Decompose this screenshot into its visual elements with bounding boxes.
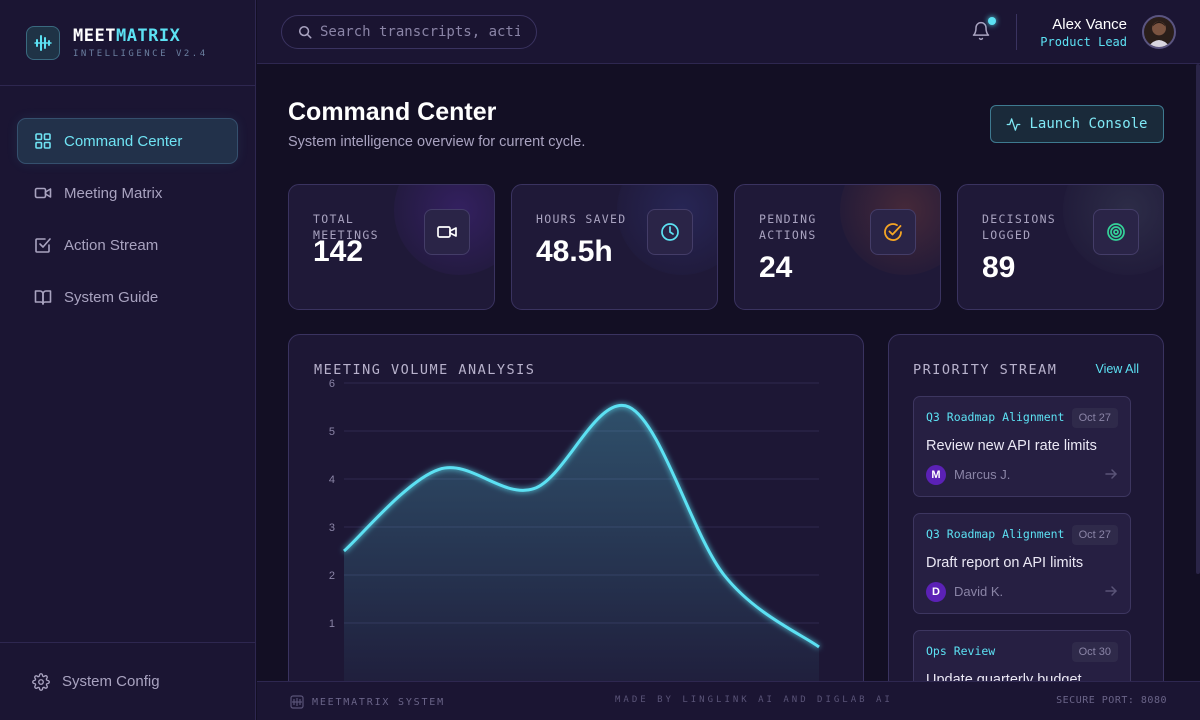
task-date: Oct 27 xyxy=(1071,408,1118,428)
y-tick-label: 4 xyxy=(329,474,335,486)
video-icon xyxy=(424,209,470,255)
chart-title: MEETING VOLUME ANALYSIS xyxy=(314,362,536,378)
task-tag: Ops Review xyxy=(926,644,996,658)
brand-subtitle: INTELLIGENCE V2.4 xyxy=(73,49,208,59)
stat-card-pending-actions: PENDING ACTIONS 24 xyxy=(734,184,941,310)
chart-area xyxy=(344,405,819,703)
stat-label: HOURS SAVED xyxy=(536,212,627,226)
brand[interactable]: MEETMATRIX INTELLIGENCE V2.4 xyxy=(0,0,255,86)
stat-card-hours-saved: HOURS SAVED 48.5h xyxy=(511,184,718,310)
divider xyxy=(1016,14,1017,50)
view-all-link[interactable]: View All xyxy=(1095,362,1139,376)
page-subtitle: System intelligence overview for current… xyxy=(288,134,586,150)
sidebar-item-action-stream[interactable]: Action Stream xyxy=(17,222,238,268)
brand-mini-icon xyxy=(290,695,304,709)
launch-console-label: Launch Console xyxy=(1029,116,1148,132)
clock-icon xyxy=(647,209,693,255)
activity-icon xyxy=(1007,117,1021,131)
target-icon xyxy=(1093,209,1139,255)
task-card[interactable]: Q3 Roadmap Alignment Oct 27 Review new A… xyxy=(913,396,1131,497)
footer-credits: MADE BY LINGLINK AI AND DIGLAB AI xyxy=(615,695,893,705)
scrollbar[interactable] xyxy=(1196,64,1200,574)
y-tick-label: 2 xyxy=(329,570,335,582)
sidebar-item-system-guide[interactable]: System Guide xyxy=(17,274,238,320)
meeting-volume-chart-card: MEETING VOLUME ANALYSIS 1 2 3 4 5 6 xyxy=(288,334,864,704)
footer-bar: MEETMATRIX SYSTEM MADE BY LINGLINK AI AN… xyxy=(257,681,1200,720)
stat-value: 142 xyxy=(313,235,364,268)
gear-icon xyxy=(32,672,50,691)
notification-dot xyxy=(988,17,996,25)
topbar: Alex Vance Product Lead xyxy=(257,0,1200,64)
priority-stream-title: PRIORITY STREAM xyxy=(913,362,1058,378)
stat-label: PENDING ACTIONS xyxy=(759,212,817,242)
assignee-name: David K. xyxy=(954,584,1004,599)
checkbox-icon xyxy=(35,238,51,253)
task-text: Draft report on API limits xyxy=(926,555,1084,571)
arrow-right-icon[interactable] xyxy=(1104,584,1118,598)
search-input[interactable] xyxy=(320,24,520,40)
priority-stream-card: PRIORITY STREAM View All Q3 Roadmap Alig… xyxy=(888,334,1164,704)
brand-name-part1: MEET xyxy=(73,26,116,46)
system-config-link[interactable]: System Config xyxy=(0,642,256,720)
search-icon xyxy=(298,25,312,39)
assignee-avatar: M xyxy=(926,465,946,485)
grid-icon xyxy=(35,133,51,149)
meeting-volume-chart: 1 2 3 4 5 6 xyxy=(329,378,820,703)
task-card[interactable]: Q3 Roadmap Alignment Oct 27 Draft report… xyxy=(913,513,1131,614)
assignee-avatar: D xyxy=(926,582,946,602)
assignee-name: Marcus J. xyxy=(954,467,1011,482)
book-icon xyxy=(34,290,52,305)
sidebar-item-command-center[interactable]: Command Center xyxy=(17,118,238,164)
sidebar-item-label: Command Center xyxy=(64,132,183,150)
footer-left-text: MEETMATRIX SYSTEM xyxy=(312,696,445,708)
user-role: Product Lead xyxy=(1040,35,1127,49)
y-tick-label: 5 xyxy=(329,426,335,438)
task-tag: Q3 Roadmap Alignment xyxy=(926,410,1065,424)
search-box[interactable] xyxy=(281,15,537,49)
main-content: Command Center System intelligence overv… xyxy=(257,64,1200,704)
stat-value: 24 xyxy=(759,251,793,284)
stat-card-decisions-logged: DECISIONS LOGGED 89 xyxy=(957,184,1164,310)
brand-name: MEETMATRIX xyxy=(73,26,208,46)
chart-line xyxy=(343,403,820,649)
task-text: Review new API rate limits xyxy=(926,438,1097,454)
brand-logo-icon xyxy=(26,25,60,60)
sidebar-item-label: Meeting Matrix xyxy=(64,184,163,202)
task-date: Oct 30 xyxy=(1071,642,1118,662)
sidebar-item-meeting-matrix[interactable]: Meeting Matrix xyxy=(17,170,238,216)
user-name: Alex Vance xyxy=(1052,16,1127,33)
stat-label: TOTAL MEETINGS xyxy=(313,212,379,242)
task-tag: Q3 Roadmap Alignment xyxy=(926,527,1065,541)
stat-card-total-meetings: TOTAL MEETINGS 142 xyxy=(288,184,495,310)
sidebar-nav: Command Center Meeting Matrix Action Str… xyxy=(0,86,255,320)
arrow-right-icon[interactable] xyxy=(1104,467,1118,481)
footer-port: SECURE PORT: 8080 xyxy=(1056,695,1167,706)
y-tick-label: 1 xyxy=(329,618,335,630)
sidebar-item-label: Action Stream xyxy=(64,236,159,254)
bell-icon[interactable] xyxy=(971,21,991,41)
brand-name-part2: MATRIX xyxy=(115,26,181,46)
footer-left: MEETMATRIX SYSTEM xyxy=(290,695,445,709)
check-circle-icon xyxy=(870,209,916,255)
stat-value: 48.5h xyxy=(536,235,613,268)
launch-console-button[interactable]: Launch Console xyxy=(990,105,1164,143)
y-tick-label: 3 xyxy=(329,522,335,534)
system-config-label: System Config xyxy=(62,673,160,690)
task-date: Oct 27 xyxy=(1071,525,1118,545)
sidebar-item-label: System Guide xyxy=(64,288,159,306)
y-tick-label: 6 xyxy=(329,378,335,390)
stat-label: DECISIONS LOGGED xyxy=(982,212,1057,242)
video-icon xyxy=(34,187,52,199)
page-title: Command Center xyxy=(288,98,497,126)
stat-value: 89 xyxy=(982,251,1016,284)
avatar[interactable] xyxy=(1142,15,1176,49)
sidebar: MEETMATRIX INTELLIGENCE V2.4 Command Cen… xyxy=(0,0,256,720)
